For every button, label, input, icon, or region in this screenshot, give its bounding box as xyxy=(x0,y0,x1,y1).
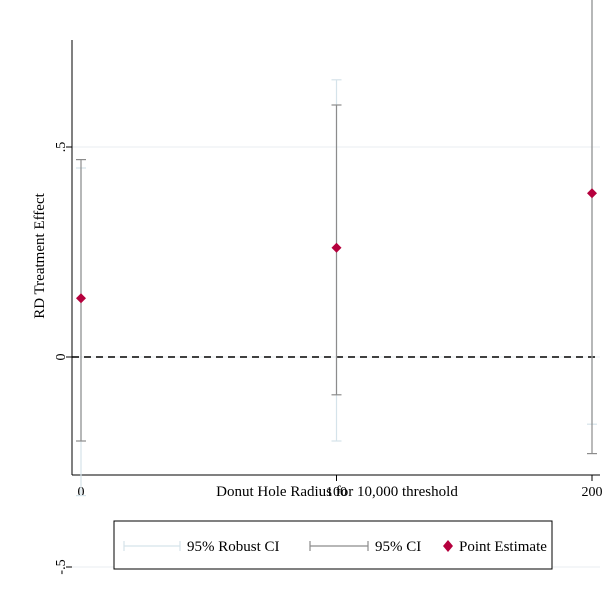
legend-box xyxy=(113,520,553,570)
x-axis-title: Donut Hole Radius for 10,000 threshold xyxy=(216,484,458,500)
point-estimate-0 xyxy=(76,293,86,304)
legend-item-ci: 95% CI xyxy=(309,539,421,555)
point-estimate-1 xyxy=(331,242,342,253)
legend-item-point-estimate: Point Estimate xyxy=(443,539,547,555)
point-estimate-2 xyxy=(587,188,597,199)
legend-item-robust-ci: 95% Robust CI xyxy=(123,539,280,555)
x-tick-label-1: 100 xyxy=(326,485,347,500)
legend-point-estimate-label: Point Estimate xyxy=(459,539,547,555)
y-axis-title: RD Treatment Effect xyxy=(32,192,48,318)
legend: 95% Robust CI 95% CI Point Estimate xyxy=(113,520,553,570)
y-tick-label-2: .5 xyxy=(54,142,69,153)
points-layer xyxy=(76,188,597,304)
legend-point-estimate-diamond xyxy=(443,540,453,552)
y-tick-label-0: -.5 xyxy=(54,559,69,574)
legend-robust-ci-label: 95% Robust CI xyxy=(187,539,280,555)
y-tick-label-1: 0 xyxy=(54,354,69,361)
legend-ci-label: 95% CI xyxy=(375,539,421,555)
x-tick-label-2: 200 xyxy=(582,485,603,500)
